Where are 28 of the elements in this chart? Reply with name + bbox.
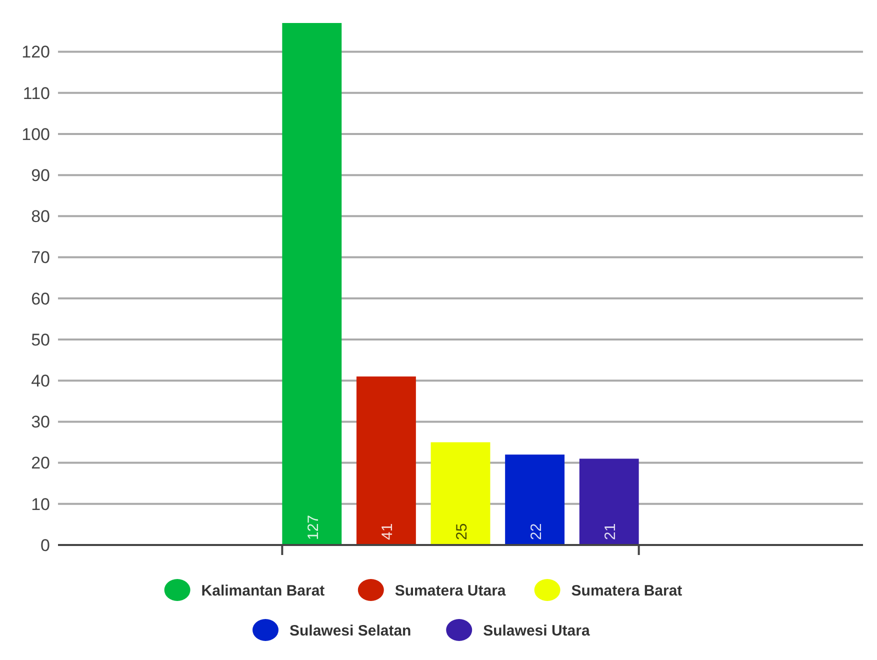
y-tick-label: 70	[31, 248, 50, 268]
y-tick-label: 100	[22, 124, 50, 144]
bar	[430, 442, 490, 545]
bar	[356, 376, 416, 545]
data-label: 21	[602, 523, 620, 540]
y-tick-label: 40	[31, 372, 50, 391]
y-tick-label: 30	[31, 412, 50, 432]
y-tick-label: 0	[40, 536, 50, 555]
bar	[579, 458, 639, 545]
y-tick-label: 80	[31, 207, 50, 226]
data-label: 22	[528, 523, 545, 540]
y-tick-label: 60	[31, 289, 50, 308]
legend-label: Sulawesi Utara	[483, 622, 590, 640]
y-tick-label: 110	[22, 84, 50, 103]
y-tick-label: 20	[31, 454, 50, 473]
y-tick-label: 10	[31, 494, 50, 514]
y-tick-label: 120	[22, 42, 50, 62]
data-label: 41	[379, 523, 396, 540]
legend-label: Sumatera Utara	[394, 582, 506, 600]
bar	[282, 23, 342, 545]
legend-label: Kalimantan Barat	[201, 582, 325, 600]
y-tick-label: 90	[31, 166, 50, 186]
data-label: 25	[454, 523, 470, 540]
data-label: 127	[304, 514, 322, 540]
y-tick-label: 50	[31, 330, 50, 350]
legend-label: Sulawesi Selatan	[290, 622, 412, 640]
legend-label: Sumatera Barat	[571, 582, 682, 600]
bar	[505, 454, 565, 545]
